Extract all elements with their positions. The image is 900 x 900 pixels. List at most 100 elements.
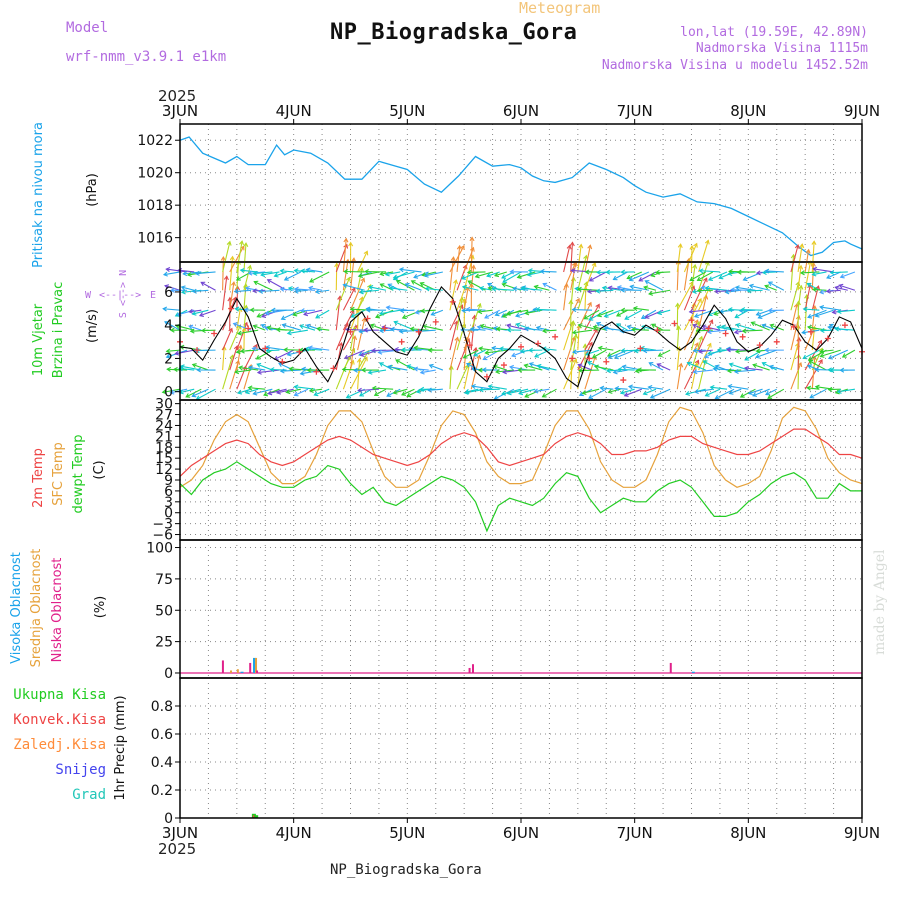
wind-arrow-head bbox=[612, 275, 618, 281]
wind-arrow-head bbox=[627, 384, 633, 390]
wind-arrow-head bbox=[693, 362, 699, 368]
wind-arrow bbox=[744, 349, 763, 361]
wind-arrow-head bbox=[353, 367, 358, 373]
wind-arrow-head bbox=[243, 242, 249, 247]
wind-arrow-head bbox=[526, 271, 532, 277]
footer-station: NP_Biogradska_Gora bbox=[330, 862, 482, 878]
wind-arrow-head bbox=[596, 312, 602, 318]
wind-arrow-head bbox=[261, 313, 267, 318]
wind-arrow-head bbox=[309, 278, 315, 283]
wind-arrow bbox=[840, 271, 856, 278]
wind-arrow-head bbox=[616, 285, 622, 291]
wind-arrow bbox=[390, 328, 408, 331]
wind-arrow-head bbox=[482, 355, 488, 361]
wind-arrow bbox=[837, 309, 855, 313]
wind-arrow bbox=[570, 242, 574, 273]
wind-arrow-head bbox=[648, 362, 654, 367]
wind-gust-marker bbox=[824, 335, 831, 342]
wind-arrow-head bbox=[819, 289, 825, 295]
wind-arrow-head bbox=[654, 269, 660, 275]
wind-arrow-head bbox=[597, 345, 603, 351]
wind-gust-marker bbox=[637, 345, 644, 352]
wind-arrow-head bbox=[761, 361, 767, 367]
wind-arrow bbox=[527, 271, 543, 276]
wind-arrow-head bbox=[220, 255, 226, 261]
wind-arrow-head bbox=[581, 390, 587, 396]
wind-arrow-head bbox=[283, 347, 288, 353]
wind-arrow-head bbox=[406, 364, 412, 370]
wind-arrow-head bbox=[166, 366, 172, 372]
wind-arrow bbox=[765, 388, 777, 395]
wind-arrow bbox=[386, 306, 408, 311]
wind-arrow bbox=[253, 271, 273, 275]
wind-arrow bbox=[705, 287, 728, 291]
wind-arrow-head bbox=[495, 326, 501, 332]
wind-arrow-head bbox=[533, 284, 539, 290]
wind-arrow-head bbox=[827, 354, 833, 360]
wind-arrow-head bbox=[612, 369, 618, 375]
wind-arrow-head bbox=[733, 368, 739, 375]
wind-arrow-head bbox=[273, 272, 279, 278]
wind-arrow-head bbox=[764, 347, 770, 353]
wind-arrow bbox=[243, 265, 251, 291]
wind-arrow-head bbox=[487, 285, 493, 291]
wind-gust-marker bbox=[364, 315, 371, 322]
wind-gust-marker bbox=[432, 318, 439, 325]
wind-arrow bbox=[563, 262, 576, 291]
wind-arrow bbox=[163, 271, 181, 276]
high-cloud-bar bbox=[240, 671, 244, 673]
wind-arrow bbox=[465, 388, 479, 393]
wind-arrow-head bbox=[458, 304, 464, 310]
wind-arrow-head bbox=[750, 321, 756, 327]
wind-arrow bbox=[756, 309, 770, 316]
wind-arrow bbox=[357, 308, 359, 331]
dewpt-line bbox=[179, 461, 862, 533]
wind-arrow-head bbox=[807, 364, 813, 370]
wind-arrow-head bbox=[632, 306, 638, 312]
wind-gust-marker bbox=[807, 328, 814, 335]
wind-arrow-head bbox=[728, 268, 733, 275]
wind-arrow bbox=[286, 388, 301, 393]
wind-arrow-head bbox=[685, 390, 691, 396]
wind-arrow-head bbox=[367, 369, 373, 375]
wind-arrow bbox=[563, 245, 571, 273]
wind-arrow-head bbox=[704, 392, 710, 397]
wind-arrow-head bbox=[492, 325, 498, 331]
year-label-top: 2025 bbox=[158, 87, 196, 105]
wind-arrow bbox=[769, 365, 784, 371]
wind-arrow bbox=[409, 347, 429, 351]
wind-arrow-head bbox=[570, 268, 576, 274]
wind-arrow bbox=[178, 269, 195, 273]
wind-arrow-head bbox=[807, 313, 813, 319]
mid-cloud-bar bbox=[255, 657, 258, 673]
wind-arrow-head bbox=[506, 390, 512, 396]
wind-arrow-head bbox=[467, 280, 473, 285]
wind-arrow-head bbox=[378, 362, 384, 367]
wind-gust-marker bbox=[466, 342, 473, 349]
wind-arrow-head bbox=[276, 389, 282, 395]
wind-arrow bbox=[767, 388, 785, 399]
wind-arrow bbox=[166, 268, 188, 273]
wind-arrow-head bbox=[735, 322, 741, 328]
wind-arrow-head bbox=[807, 356, 813, 361]
wind-arrow-head bbox=[377, 349, 383, 355]
wind-arrow-head bbox=[460, 245, 465, 250]
wind-arrow bbox=[308, 346, 330, 351]
wind-arrow bbox=[542, 388, 557, 398]
wind-arrow bbox=[764, 285, 777, 291]
wind-arrow-head bbox=[615, 323, 621, 328]
wind-arrow bbox=[713, 368, 735, 371]
wind-gust-marker bbox=[841, 322, 848, 329]
wind-arrow-head bbox=[572, 349, 577, 355]
wind-arrow-head bbox=[512, 286, 518, 292]
wind-arrow-head bbox=[713, 288, 719, 294]
wind-arrow-head bbox=[375, 313, 381, 319]
wind-arrow bbox=[676, 281, 694, 311]
wind-arrow-head bbox=[413, 366, 419, 372]
wind-arrow bbox=[253, 388, 273, 395]
wind-arrow bbox=[284, 271, 302, 281]
wind-label-1: 10m Vjetar bbox=[31, 303, 46, 376]
wind-arrow-head bbox=[743, 365, 749, 371]
wind-arrow-head bbox=[371, 385, 377, 391]
wind-arrow bbox=[572, 308, 593, 311]
